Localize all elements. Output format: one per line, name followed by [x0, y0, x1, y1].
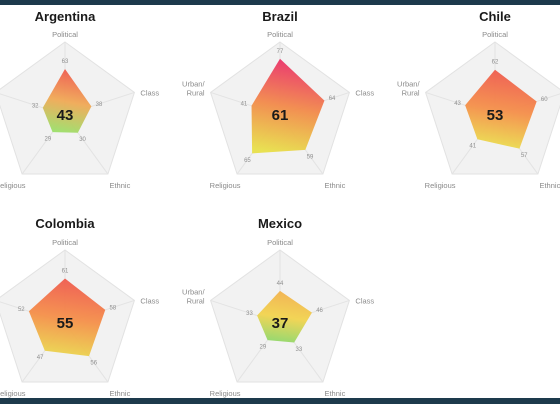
overall-score: 43 [57, 107, 74, 124]
country-title: Argentina [35, 9, 96, 24]
axis-label: Ethnic [109, 389, 130, 398]
radar-argentina: 63 38 30 29 32 Political Class Ethnic Religious 4… [0, 9, 159, 190]
value-label: 52 [18, 307, 25, 313]
radar-chile: 6260574143PoliticalClassEthnicReligiousU… [397, 9, 560, 190]
axis-label: Political [482, 30, 508, 39]
axis-label: Political [52, 238, 78, 247]
value-label: 33 [246, 311, 253, 317]
axis-label: Religious [210, 181, 241, 190]
value-label: 57 [521, 153, 528, 159]
axis-label: Ethnic [539, 181, 560, 190]
value-label: 59 [307, 154, 314, 160]
axis-label: Religious [425, 181, 456, 190]
value-label: 62 [492, 60, 499, 66]
axis-label: Urban/Rural [397, 79, 420, 97]
overall-score: 53 [487, 107, 504, 124]
value-label: 65 [244, 158, 251, 164]
axis-label: Religious [210, 389, 241, 398]
bottom-border [0, 398, 560, 404]
value-label: 44 [277, 281, 284, 287]
value-label: 41 [241, 101, 248, 107]
axis-label: Urban/Rural [182, 287, 205, 305]
axis-label: Political [52, 30, 78, 39]
axis-label: Ethnic [324, 389, 345, 398]
radar-data-polygon [251, 58, 325, 154]
country-title: Chile [479, 9, 511, 24]
axis-label: Class [140, 296, 159, 305]
value-label: 77 [277, 49, 284, 55]
value-label: 29 [45, 137, 52, 143]
country-title: Colombia [35, 216, 95, 231]
axis-label: Urban/Rural [182, 79, 205, 97]
top-border [0, 0, 560, 5]
value-label: 46 [316, 308, 323, 314]
radar-brazil: 77 64 59 65 41 Political Class Ethnic Religious U… [182, 9, 374, 190]
country-title: Mexico [258, 216, 302, 231]
overall-score: 61 [272, 107, 289, 124]
axis-label: Ethnic [109, 181, 130, 190]
value-label: 29 [260, 345, 267, 351]
radar-data-polygon [465, 69, 537, 149]
axis-label: Class [355, 296, 374, 305]
axis-label: Class [140, 88, 159, 97]
value-label: 30 [79, 137, 86, 143]
value-label: 47 [37, 355, 44, 361]
axis-label: Religious [0, 389, 26, 398]
radar-data-polygon [28, 278, 106, 357]
overall-score: 37 [272, 315, 289, 332]
value-label: 33 [296, 347, 303, 353]
radar-mexico: 44 46 33 29 33 Political Class Ethnic Religious U… [182, 216, 374, 398]
value-label: 38 [96, 102, 103, 108]
axis-label: Political [267, 30, 293, 39]
radar-data-polygon [42, 69, 92, 133]
value-label: 32 [32, 103, 39, 109]
axis-label: Political [267, 238, 293, 247]
radar-colombia: 61 58 56 47 52 Political Class Ethnic Religious 5… [0, 216, 159, 398]
value-label: 64 [329, 96, 336, 102]
value-label: 58 [110, 305, 117, 311]
value-label: 41 [469, 144, 476, 150]
value-label: 60 [541, 97, 548, 103]
radar-data-polygon [257, 290, 312, 343]
axis-label: Ethnic [324, 181, 345, 190]
country-title: Brazil [262, 9, 297, 24]
value-label: 63 [62, 59, 69, 65]
value-label: 56 [90, 361, 97, 367]
value-label: 43 [454, 101, 461, 107]
overall-score: 55 [57, 315, 74, 332]
axis-label: Religious [0, 181, 26, 190]
value-label: 61 [62, 268, 69, 274]
axis-label: Class [355, 88, 374, 97]
